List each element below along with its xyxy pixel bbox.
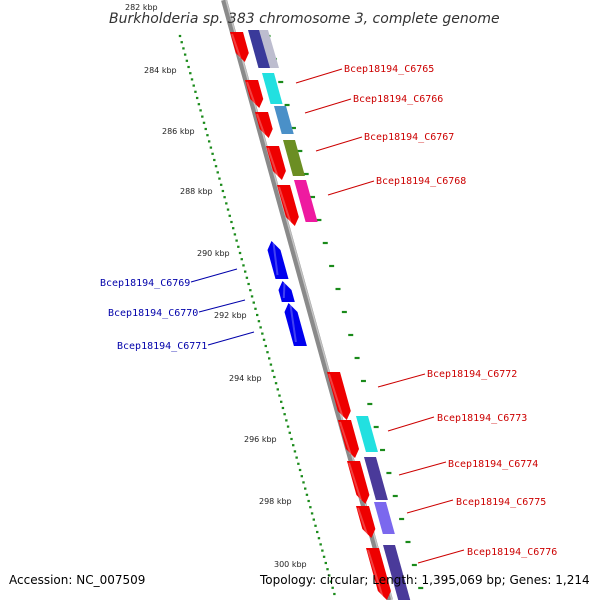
gene-features — [230, 30, 411, 600]
gene-label-c6766[interactable]: Bcep18194_C6766 — [353, 94, 443, 105]
gene-category-block[interactable] — [283, 140, 305, 176]
gene-category-block[interactable] — [262, 73, 283, 104]
gene-label-c6774[interactable]: Bcep18194_C6774 — [448, 459, 538, 470]
scale-label-298: 298 kbp — [259, 497, 292, 506]
gene-arrow-reverse[interactable] — [267, 241, 289, 279]
gene-arrow-forward[interactable] — [356, 506, 376, 538]
gene-arrow-forward[interactable] — [338, 420, 360, 458]
genome-stats-text: Topology: circular; Length: 1,395,069 bp… — [260, 573, 590, 587]
gene-arrow-forward[interactable] — [277, 185, 299, 226]
scale-label-294: 294 kbp — [229, 374, 262, 383]
gene-label-c6776[interactable]: Bcep18194_C6776 — [467, 547, 557, 558]
gene-arrow-forward-highlight — [256, 113, 266, 135]
gene-arrow-forward[interactable] — [266, 146, 286, 180]
gene-arrow-forward-highlight — [278, 186, 292, 223]
scale-label-286: 286 kbp — [162, 127, 195, 136]
gene-arrow-forward-highlight — [267, 147, 279, 177]
reverse-gene-labels: Bcep18194_C6769 Bcep18194_C6770 Bcep1819… — [100, 268, 255, 352]
gene-arrow-forward-highlight — [339, 421, 352, 455]
scale-label-296: 296 kbp — [244, 435, 277, 444]
gene-label-c6768[interactable]: Bcep18194_C6768 — [376, 176, 466, 187]
gene-arrow-forward[interactable] — [327, 372, 351, 420]
gene-label-c6772[interactable]: Bcep18194_C6772 — [427, 369, 517, 380]
gene-arrow-forward-highlight — [348, 462, 362, 501]
gene-arrow-forward-highlight — [367, 549, 384, 597]
gene-category-block[interactable] — [274, 106, 294, 134]
gene-label-c6765[interactable]: Bcep18194_C6765 — [344, 64, 434, 75]
gene-label-c6773[interactable]: Bcep18194_C6773 — [437, 413, 527, 424]
gene-category-block[interactable] — [383, 545, 411, 600]
gene-arrow-forward[interactable] — [245, 80, 264, 108]
scale-label-284: 284 kbp — [144, 66, 177, 75]
scale-label-290: 290 kbp — [197, 249, 230, 258]
gene-arrow-forward-highlight — [328, 373, 344, 417]
scale-labels: 282 kbp 284 kbp 286 kbp 288 kbp 290 kbp … — [125, 3, 307, 569]
gene-arrow-forward-highlight — [231, 33, 242, 59]
gene-arrow-forward[interactable] — [230, 32, 249, 62]
gene-arrow-reverse[interactable] — [278, 281, 295, 302]
forward-gene-labels: Bcep18194_C6765 Bcep18194_C6766 Bcep1819… — [295, 64, 557, 564]
scale-label-282: 282 kbp — [125, 3, 158, 12]
gene-label-c6769[interactable]: Bcep18194_C6769 — [100, 278, 190, 289]
gene-label-c6771[interactable]: Bcep18194_C6771 — [117, 341, 207, 352]
scale-ruler-inner — [178, 34, 336, 596]
gene-arrow-reverse-highlight — [282, 282, 286, 299]
scale-label-288: 288 kbp — [180, 187, 213, 196]
accession-text: Accession: NC_007509 — [9, 573, 146, 587]
scale-label-300: 300 kbp — [274, 560, 307, 569]
gene-arrow-forward[interactable] — [255, 112, 273, 138]
gene-label-c6767[interactable]: Bcep18194_C6767 — [364, 132, 454, 143]
scale-label-292: 292 kbp — [214, 311, 247, 320]
gene-arrow-forward[interactable] — [366, 548, 391, 600]
gene-category-block[interactable] — [294, 180, 318, 222]
gene-arrow-forward-highlight — [246, 81, 256, 105]
gene-label-c6770[interactable]: Bcep18194_C6770 — [108, 308, 198, 319]
gene-category-block[interactable] — [374, 502, 395, 534]
gene-arrow-forward[interactable] — [347, 461, 370, 504]
gene-arrow-reverse-highlight — [272, 242, 279, 276]
gene-arrow-reverse[interactable] — [284, 303, 307, 346]
gene-category-block[interactable] — [248, 30, 271, 68]
gene-label-c6775[interactable]: Bcep18194_C6775 — [456, 497, 546, 508]
gene-category-block[interactable] — [259, 30, 279, 68]
gene-category-block[interactable] — [356, 416, 378, 452]
gene-category-block[interactable] — [364, 457, 388, 500]
gene-arrow-forward-highlight — [357, 507, 368, 535]
gene-arrow-reverse-highlight — [289, 304, 297, 343]
map-title: Burkholderia sp. 383 chromosome 3, compl… — [109, 11, 500, 27]
